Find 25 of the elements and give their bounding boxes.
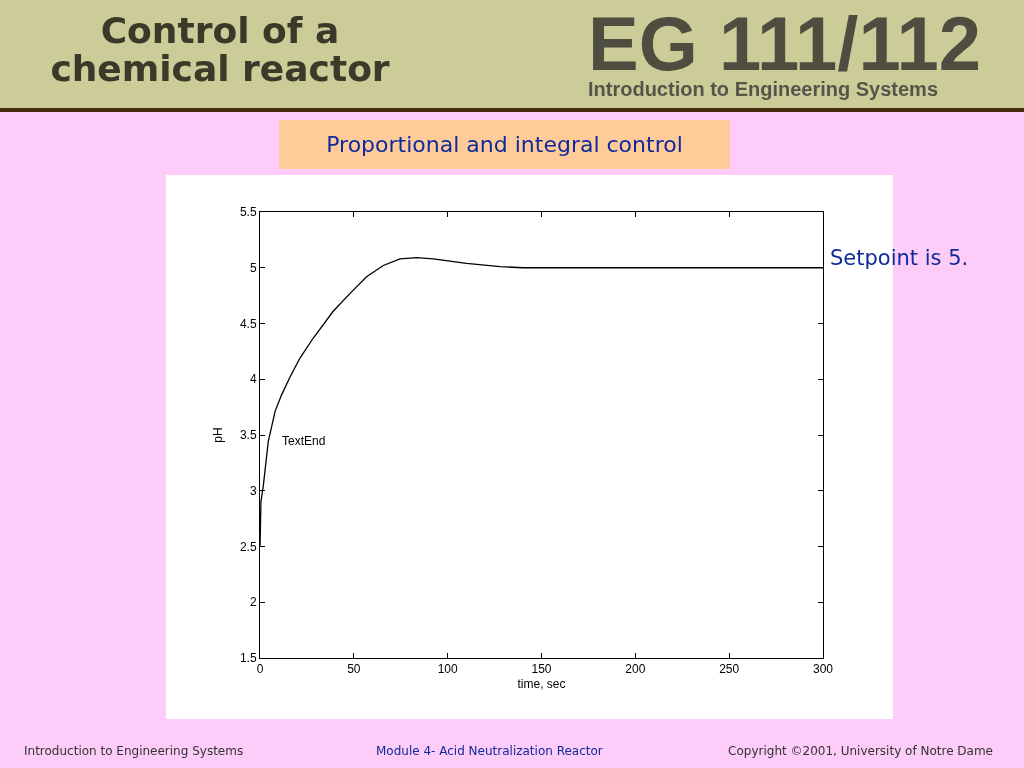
x-tick-label: 50 [347,662,361,677]
y-tick-label: 2.5 [239,539,257,554]
text: Introduction to Engineering Systems [24,743,244,760]
x-tick-label: 300 [812,662,834,677]
y-tick-label: 2 [249,595,257,610]
x-axis-title: time, sec [517,677,566,692]
chart-subtitle: Proportional and integral control [279,120,730,169]
y-tick-label: 4.5 [239,316,257,331]
y-tick-label: 1.5 [239,651,257,666]
annotation: TextEnd [282,434,326,448]
x-tick-label: 100 [437,662,458,677]
text: Setpoint is 5. [830,245,969,272]
x-tick-label: 200 [625,662,646,677]
y-tick-label: 5.5 [239,205,257,220]
y-tick-label: 5 [249,260,257,275]
x-tick-label: 0 [256,662,264,677]
x-tick-label: 250 [719,662,740,677]
y-tick-label: 3.5 [239,428,257,443]
text: Copyright ©2001, University of Notre Dame [728,743,993,760]
y-tick-label: 4 [249,372,257,387]
text: Module 4- Acid Neutralization Reactor [376,743,603,760]
chart-title: Control of a chemical reactor [49,10,391,89]
x-tick-label: 150 [531,662,552,677]
y-tick-label: 3 [249,483,257,498]
y-axis-title: pH [211,427,226,443]
